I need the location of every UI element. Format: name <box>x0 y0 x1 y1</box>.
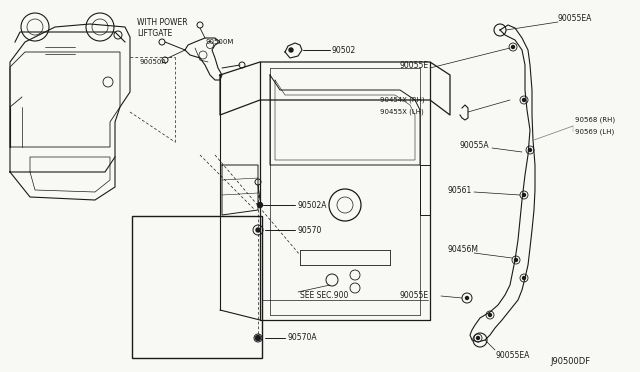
Text: LIFTGATE: LIFTGATE <box>137 29 172 38</box>
Circle shape <box>256 228 260 232</box>
Text: 90454X (RH): 90454X (RH) <box>380 97 424 103</box>
Text: WITH POWER: WITH POWER <box>137 17 188 26</box>
Text: J90500DF: J90500DF <box>550 357 590 366</box>
Text: 90502: 90502 <box>332 45 356 55</box>
Text: 90055EA: 90055EA <box>495 350 529 359</box>
Text: 90569 (LH): 90569 (LH) <box>575 129 614 135</box>
Text: 90050A: 90050A <box>140 59 167 65</box>
Text: 90455X (LH): 90455X (LH) <box>380 109 424 115</box>
Circle shape <box>257 202 262 208</box>
Text: 90568 (RH): 90568 (RH) <box>575 117 615 123</box>
Text: 90456M: 90456M <box>448 246 479 254</box>
Circle shape <box>522 193 525 196</box>
Circle shape <box>522 276 525 279</box>
Text: 90055E: 90055E <box>400 291 429 299</box>
Circle shape <box>529 148 531 151</box>
Circle shape <box>515 259 518 262</box>
Circle shape <box>511 45 515 48</box>
Text: 90055E: 90055E <box>400 61 429 70</box>
Circle shape <box>289 48 293 52</box>
Circle shape <box>255 336 260 340</box>
Circle shape <box>465 296 468 299</box>
Text: 90502A: 90502A <box>297 201 326 209</box>
Text: 90570A: 90570A <box>287 334 317 343</box>
Circle shape <box>488 314 492 317</box>
Text: 90055A: 90055A <box>460 141 490 150</box>
FancyBboxPatch shape <box>132 216 262 358</box>
Circle shape <box>522 99 525 102</box>
Text: 90561: 90561 <box>448 186 472 195</box>
Text: 90570: 90570 <box>297 225 321 234</box>
Text: 90500M: 90500M <box>205 39 234 45</box>
Text: 90055EA: 90055EA <box>558 13 593 22</box>
Circle shape <box>477 337 479 340</box>
Text: SEE SEC.900: SEE SEC.900 <box>300 291 348 299</box>
